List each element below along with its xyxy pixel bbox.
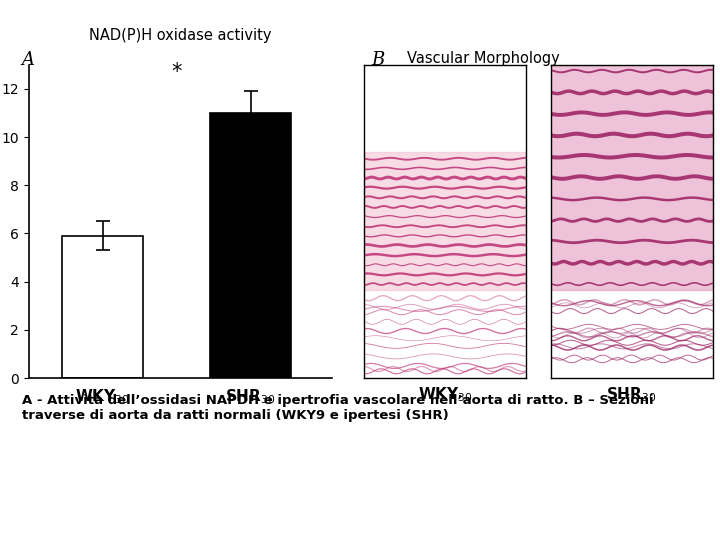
Text: *: * [171, 62, 181, 82]
Text: Vascular Morphology: Vascular Morphology [407, 51, 559, 66]
Bar [210, 113, 291, 378]
Text: A: A [22, 51, 35, 69]
Bar [551, 65, 713, 291]
X-axis label: SHR$_{30}$: SHR$_{30}$ [606, 385, 657, 403]
Text: A - Attività dell’ossidasi NAPDH e ipertrofia vascolare nell’aorta di ratto. B –: A - Attività dell’ossidasi NAPDH e ipert… [22, 394, 653, 422]
Bar [62, 236, 143, 378]
Bar [364, 152, 526, 291]
X-axis label: WKY$_{30}$: WKY$_{30}$ [418, 385, 473, 403]
Title: NAD(P)H oxidase activity: NAD(P)H oxidase activity [89, 28, 271, 43]
Text: B: B [371, 51, 384, 69]
